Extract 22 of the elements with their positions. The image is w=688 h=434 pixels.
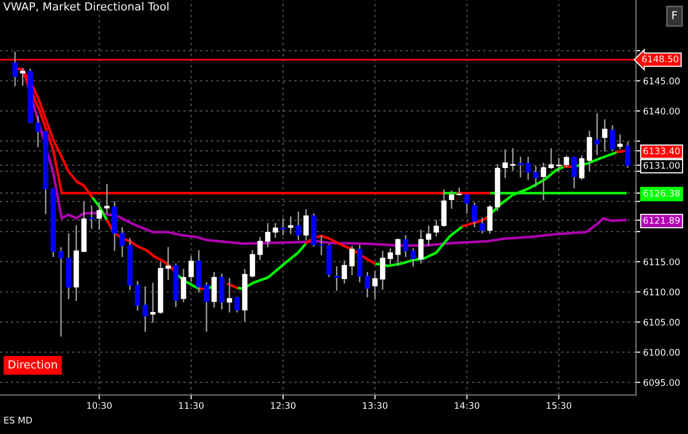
y-tick-label: 6133.40	[644, 147, 680, 154]
text: ES MD	[4, 416, 32, 424]
x-tick-label: 13:30	[362, 402, 388, 409]
y-tick-label: 6121.89	[644, 216, 680, 224]
chart-title: VWAP, Market Directional Tool	[3, 2, 168, 12]
x-tick-label: 11:30	[179, 402, 204, 409]
text: F	[672, 11, 678, 20]
y-tick-label: 6140.00	[644, 108, 680, 115]
y-tick-label: 6126.38	[644, 190, 680, 197]
y-tick-label: 6095.00	[644, 379, 680, 386]
annotation: Direction	[8, 360, 57, 369]
x-tick-label: 14:30	[454, 402, 480, 409]
y-tick-label: 6105.00	[644, 318, 680, 326]
y-tick-label: 6110.00	[644, 288, 680, 296]
y-tick-label: 6145.00	[644, 78, 680, 84]
y-tick-label: 6115.00	[644, 258, 680, 266]
x-tick-label: 15:30	[546, 402, 572, 409]
y-tick-label: 6131.00	[644, 162, 680, 169]
y-tick-label: 6100.00	[644, 348, 680, 356]
x-tick-label: 12:30	[271, 402, 296, 409]
ref-line-label: 6148.50	[642, 55, 678, 62]
x-tick-label: 10:30	[87, 402, 112, 409]
